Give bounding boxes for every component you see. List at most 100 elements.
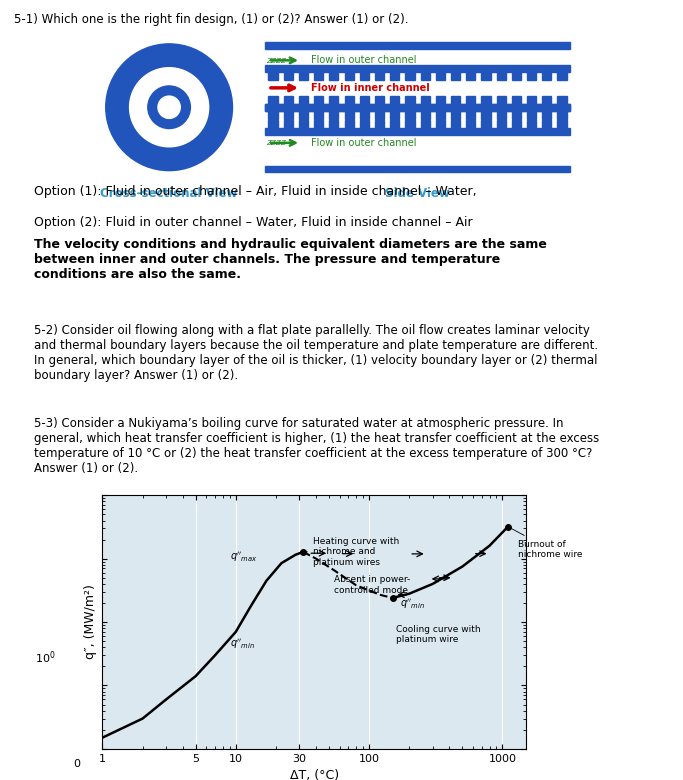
Bar [557, 72, 567, 80]
Text: Cross-sectional View: Cross-sectional View [100, 187, 238, 200]
Bar [375, 111, 384, 119]
Bar [451, 72, 460, 80]
Text: $\mathit{ZZZZ}$: $\mathit{ZZZZ}$ [266, 138, 288, 147]
Bar [542, 72, 551, 80]
Text: 5-2) Consider oil flowing along with a flat plate parallelly. The oil flow creat: 5-2) Consider oil flowing along with a f… [34, 324, 598, 381]
Bar [283, 120, 293, 128]
Circle shape [106, 44, 232, 171]
Bar [512, 72, 521, 80]
Bar [512, 111, 521, 119]
Bar [466, 120, 475, 128]
Bar [512, 120, 521, 128]
Bar [482, 120, 490, 128]
Bar [344, 96, 354, 104]
Text: 5-1) Which one is the right fin design, (1) or (2)? Answer (1) or (2).: 5-1) Which one is the right fin design, … [14, 13, 408, 26]
Bar [266, 128, 570, 135]
Bar [299, 72, 308, 80]
Bar [421, 111, 430, 119]
Bar [329, 72, 339, 80]
Bar [299, 111, 308, 119]
Y-axis label: q″, (MW/m²): q″, (MW/m²) [84, 585, 97, 659]
Bar [375, 120, 384, 128]
Bar [283, 72, 293, 80]
Bar [375, 72, 384, 80]
Text: $\mathit{ZZZZ}$: $\mathit{ZZZZ}$ [266, 56, 288, 65]
Bar [482, 72, 490, 80]
Text: Burnout of
nichrome wire: Burnout of nichrome wire [510, 528, 582, 559]
Bar [329, 120, 339, 128]
Bar [466, 111, 475, 119]
Bar [451, 111, 460, 119]
Bar [406, 120, 415, 128]
Bar [482, 96, 490, 104]
Bar [329, 96, 339, 104]
Bar [360, 96, 369, 104]
Circle shape [148, 86, 191, 129]
Bar [360, 72, 369, 80]
Bar [527, 120, 536, 128]
Bar [421, 96, 430, 104]
Bar [344, 72, 354, 80]
Bar [268, 72, 277, 80]
Bar [436, 120, 445, 128]
Bar [283, 111, 293, 119]
Text: Flow in inner channel: Flow in inner channel [311, 83, 430, 93]
Bar [299, 96, 308, 104]
X-axis label: ΔT, (°C): ΔT, (°C) [290, 769, 339, 780]
Text: 0: 0 [73, 759, 80, 769]
Bar [390, 96, 400, 104]
Text: $q''_{max}$: $q''_{max}$ [229, 551, 257, 564]
Bar [512, 96, 521, 104]
Bar [375, 96, 384, 104]
Bar [557, 120, 567, 128]
Bar [527, 96, 536, 104]
Bar [497, 72, 506, 80]
Text: $q''_{min}$: $q''_{min}$ [229, 637, 255, 651]
Bar [268, 111, 277, 119]
Bar [344, 120, 354, 128]
Bar [266, 165, 570, 172]
Bar [527, 72, 536, 80]
Bar [542, 120, 551, 128]
Text: Heating curve with
nichrome and
platinum wires: Heating curve with nichrome and platinum… [306, 537, 400, 567]
Bar [314, 96, 323, 104]
Bar [557, 111, 567, 119]
Bar [314, 111, 323, 119]
Circle shape [158, 96, 180, 119]
Bar [436, 111, 445, 119]
Bar [497, 120, 506, 128]
Text: Flow in outer channel: Flow in outer channel [311, 55, 417, 66]
Bar [497, 111, 506, 119]
Bar [268, 120, 277, 128]
Bar [542, 96, 551, 104]
Bar [314, 120, 323, 128]
Bar [314, 72, 323, 80]
Text: Side View: Side View [385, 187, 450, 200]
Bar [266, 104, 570, 111]
Bar [344, 111, 354, 119]
Bar [266, 104, 570, 111]
Bar [421, 120, 430, 128]
Text: $10^0$: $10^0$ [35, 649, 55, 666]
Bar [266, 42, 570, 49]
Text: $q''_{min}$: $q''_{min}$ [400, 597, 425, 612]
Bar [329, 111, 339, 119]
Bar [557, 96, 567, 104]
Bar [527, 111, 536, 119]
Text: The velocity conditions and hydraulic equivalent diameters are the same
between : The velocity conditions and hydraulic eq… [34, 238, 547, 281]
Bar [466, 72, 475, 80]
Bar [360, 120, 369, 128]
Bar [406, 96, 415, 104]
Bar [390, 72, 400, 80]
Bar [497, 96, 506, 104]
Bar [360, 111, 369, 119]
Text: Option (1): Fluid in outer channel – Air, Fluid in inside channel – Water,: Option (1): Fluid in outer channel – Air… [34, 185, 477, 198]
Bar [266, 66, 570, 72]
Bar [299, 120, 308, 128]
Text: Flow in outer channel: Flow in outer channel [311, 138, 417, 148]
Bar [390, 120, 400, 128]
Text: Absent in power-
controlled mode: Absent in power- controlled mode [335, 575, 410, 594]
Bar [268, 96, 277, 104]
Circle shape [130, 68, 209, 147]
Bar [436, 96, 445, 104]
